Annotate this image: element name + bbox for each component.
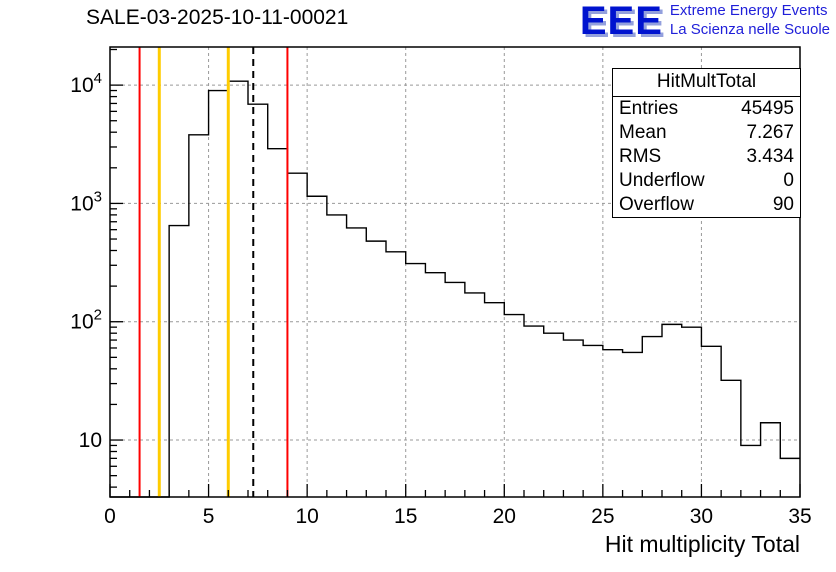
eee-logo-icon: EEE <box>579 0 663 43</box>
svg-text:5: 5 <box>203 505 215 528</box>
stats-value: 3.434 <box>746 146 794 167</box>
stats-label: RMS <box>619 146 662 167</box>
stats-value: 45495 <box>741 98 794 119</box>
y-axis-tick-labels: 10 102 103 104 <box>70 70 102 452</box>
stats-value: 90 <box>772 194 794 215</box>
stats-row-rms: RMS 3.434 <box>613 145 800 169</box>
marker-lines <box>138 47 289 497</box>
stats-label: Overflow <box>619 194 694 215</box>
stats-row-overflow: Overflow 90 <box>613 193 800 217</box>
stats-row-entries: Entries 45495 <box>613 97 800 121</box>
plot-title: SALE-03-2025-10-11-00021 <box>86 6 349 29</box>
plot-frame <box>109 46 801 498</box>
stats-row-mean: Mean 7.267 <box>613 121 800 145</box>
x-axis-ticks <box>109 484 801 497</box>
svg-text:10: 10 <box>295 505 318 528</box>
y-axis-ticks <box>110 48 123 488</box>
stats-box-title: HitMultTotal <box>613 69 800 97</box>
eee-logo: EEE Extreme Energy Events La Scienza nel… <box>580 1 830 41</box>
stats-label: Entries <box>619 98 679 119</box>
svg-text:25: 25 <box>591 505 614 528</box>
histogram-line <box>110 80 800 498</box>
x-axis-tick-labels: 0 5 10 15 20 25 30 35 <box>104 505 812 528</box>
svg-text:104: 104 <box>70 70 102 97</box>
svg-text:10: 10 <box>79 429 102 452</box>
stats-label: Mean <box>619 122 667 143</box>
stats-label: Underflow <box>619 170 705 191</box>
svg-text:15: 15 <box>394 505 417 528</box>
eee-logo-text: Extreme Energy Events La Scienza nelle S… <box>670 2 830 40</box>
stats-value: 0 <box>783 170 794 191</box>
svg-text:102: 102 <box>70 307 102 334</box>
svg-text:0: 0 <box>104 505 116 528</box>
stats-value: 7.267 <box>746 122 794 143</box>
svg-text:30: 30 <box>690 505 713 528</box>
svg-text:103: 103 <box>70 188 102 215</box>
svg-text:20: 20 <box>493 505 516 528</box>
stats-row-underflow: Underflow 0 <box>613 169 800 193</box>
eee-logo-line1: Extreme Energy Events <box>669 2 828 20</box>
eee-logo-line2: La Scienza nelle Scuole <box>669 21 830 38</box>
x-axis-title: Hit multiplicity Total <box>604 531 800 557</box>
stats-box: HitMultTotal Entries 45495 Mean 7.267 RM… <box>612 68 801 218</box>
svg-text:35: 35 <box>788 505 811 528</box>
